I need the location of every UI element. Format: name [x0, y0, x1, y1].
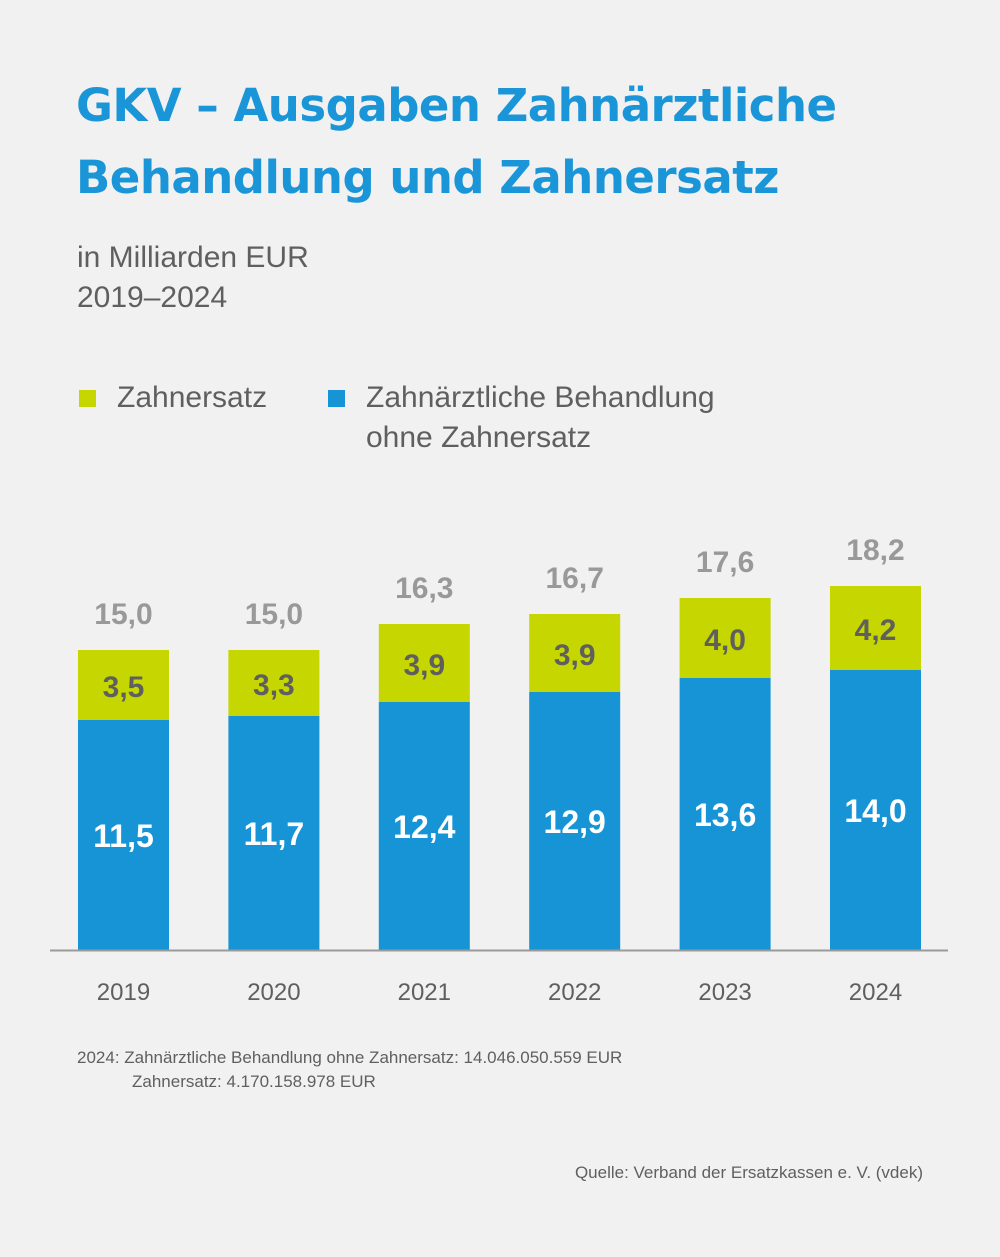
- data-label-behandlung-2021: 12,4: [393, 809, 455, 845]
- total-label-2022: 16,7: [546, 562, 604, 595]
- footnote-line-1: 2024: Zahnärztliche Behandlung ohne Zahn…: [77, 1048, 623, 1067]
- x-tick-label-2019: 2019: [97, 979, 150, 1006]
- legend-label-behandlung: Zahnärztliche Behandlung ohne Zahnersatz: [366, 378, 715, 458]
- bar-zahnersatz-2024: [830, 586, 921, 670]
- bar-behandlung-2020: [228, 716, 320, 950]
- total-label-2024: 18,2: [846, 534, 904, 567]
- total-label-2021: 16,3: [395, 572, 453, 605]
- bar-zahnersatz-2022: [529, 614, 621, 692]
- data-label-behandlung-2020: 11,7: [244, 816, 305, 852]
- period-label: 2019–2024: [77, 281, 228, 314]
- legend-label-behandlung-line-2: ohne Zahnersatz: [366, 421, 592, 454]
- bar-behandlung-2019: [78, 720, 169, 950]
- source-note: Quelle: Verband der Ersatzkassen e. V. (…: [574, 1163, 923, 1182]
- legend-swatch-zahnersatz: [79, 390, 96, 407]
- bar-behandlung-2023: [679, 678, 771, 950]
- x-tick-label-2024: 2024: [849, 979, 902, 1006]
- chart-title: GKV – Ausgaben Zahnärztliche Behandlung …: [76, 70, 976, 214]
- data-label-zahnersatz-2022: 3,9: [554, 639, 596, 672]
- data-label-zahnersatz-2020: 3,3: [253, 669, 295, 702]
- footnote: 2024: Zahnärztliche Behandlung ohne Zahn…: [77, 1046, 622, 1094]
- data-label-zahnersatz-2023: 4,0: [704, 624, 746, 657]
- total-label-2023: 17,6: [696, 546, 754, 579]
- bar-zahnersatz-2019: [78, 650, 169, 720]
- data-label-behandlung-2022: 12,9: [544, 804, 606, 840]
- data-label-zahnersatz-2021: 3,9: [403, 649, 445, 682]
- data-label-zahnersatz-2024: 4,2: [855, 614, 897, 647]
- data-label-behandlung-2023: 13,6: [694, 797, 756, 833]
- legend-label-zahnersatz: Zahnersatz: [117, 381, 268, 414]
- bar-behandlung-2022: [529, 692, 621, 950]
- data-label-zahnersatz-2019: 3,5: [103, 671, 145, 704]
- data-label-behandlung-2024: 14,0: [844, 793, 906, 829]
- bar-zahnersatz-2021: [378, 624, 470, 702]
- x-tick-label-2022: 2022: [548, 979, 601, 1006]
- chart-subtitle: in Milliarden EUR 2019–2024: [77, 238, 309, 318]
- bar-zahnersatz-2020: [228, 650, 320, 716]
- x-tick-label-2021: 2021: [398, 979, 451, 1006]
- legend-swatch-behandlung: [328, 390, 345, 407]
- unit-label: in Milliarden EUR: [77, 241, 309, 274]
- data-label-behandlung-2019: 11,5: [93, 818, 154, 854]
- bar-zahnersatz-2023: [679, 598, 771, 678]
- footnote-line-2: Zahnersatz: 4.170.158.978 EUR: [132, 1072, 376, 1091]
- bar-behandlung-2021: [378, 702, 470, 950]
- total-label-2019: 15,0: [94, 598, 152, 631]
- x-tick-label-2020: 2020: [247, 979, 300, 1006]
- chart-title-line-2: Behandlung und Zahnersatz: [76, 151, 779, 204]
- total-label-2020: 15,0: [245, 598, 303, 631]
- bar-behandlung-2024: [830, 670, 921, 950]
- x-tick-label-2023: 2023: [698, 979, 751, 1006]
- chart-title-line-1: GKV – Ausgaben Zahnärztliche: [76, 79, 837, 132]
- legend-label-behandlung-line-1: Zahnärztliche Behandlung: [366, 381, 715, 414]
